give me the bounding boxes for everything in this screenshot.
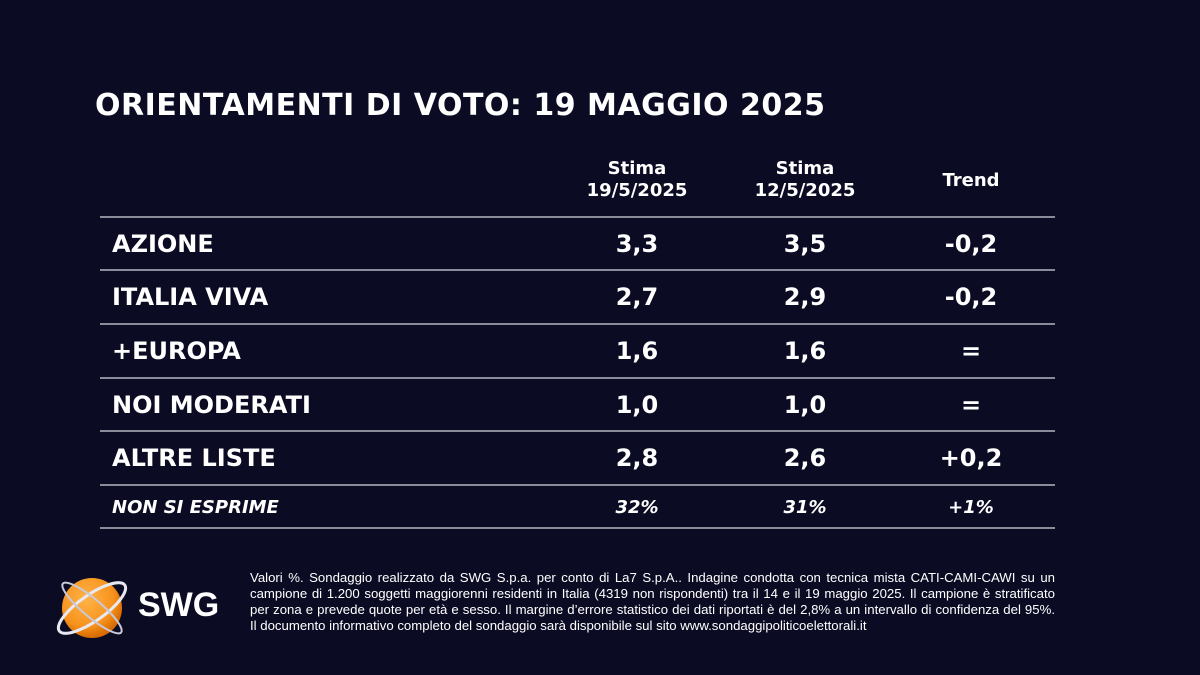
table-row: +EUROPA 1,6 1,6 = [100,325,1055,377]
trend-value: +1% [948,496,994,518]
divider [100,430,1055,432]
methodology-footnote: Valori %. Sondaggio realizzato da SWG S.… [250,570,1055,633]
trend-value: = [960,337,982,365]
previous-value: 2,6 [783,444,827,472]
trend-value: +0,2 [939,444,1003,472]
previous-value: 31% [783,496,827,518]
page-title: ORIENTAMENTI DI VOTO: 19 MAGGIO 2025 [95,88,826,123]
party-name: +EUROPA [112,337,241,365]
party-name: AZIONE [112,230,214,258]
divider [100,269,1055,271]
current-value: 3,3 [615,230,659,258]
party-name: ALTRE LISTE [112,444,276,472]
current-value: 2,8 [615,444,659,472]
table-row: AZIONE 3,3 3,5 -0,2 [100,218,1055,270]
column-header-previous: Stima 12/5/2025 [715,158,895,202]
logo-text: SWG [138,586,220,624]
previous-value: 1,6 [783,337,827,365]
table-row-non-si-esprime: NON SI ESPRIME 32% 31% +1% [100,486,1055,528]
previous-value: 2,9 [783,283,827,311]
divider [100,377,1055,379]
trend-value: = [960,391,982,419]
divider [100,527,1055,529]
column-header-line2: 19/5/2025 [586,180,688,201]
trend-value: -0,2 [944,283,998,311]
trend-value: -0,2 [944,230,998,258]
table-row: NOI MODERATI 1,0 1,0 = [100,379,1055,431]
party-name: NOI MODERATI [112,391,311,419]
divider [100,216,1055,218]
swg-globe-logo-icon [56,578,128,638]
previous-value: 3,5 [783,230,827,258]
column-header-line1: Stima [607,158,667,179]
column-header-current: Stima 19/5/2025 [547,158,727,202]
column-header-line1: Trend [942,170,1000,191]
current-value: 1,6 [615,337,659,365]
table-row: ITALIA VIVA 2,7 2,9 -0,2 [100,271,1055,323]
party-name: NON SI ESPRIME [112,496,279,518]
divider [100,323,1055,325]
previous-value: 1,0 [783,391,827,419]
current-value: 1,0 [615,391,659,419]
column-header-trend: Trend [881,170,1061,192]
column-header-line1: Stima [775,158,835,179]
current-value: 2,7 [615,283,659,311]
table-row: ALTRE LISTE 2,8 2,6 +0,2 [100,432,1055,484]
column-header-line2: 12/5/2025 [754,180,856,201]
divider [100,484,1055,486]
party-name: ITALIA VIVA [112,283,269,311]
current-value: 32% [615,496,659,518]
